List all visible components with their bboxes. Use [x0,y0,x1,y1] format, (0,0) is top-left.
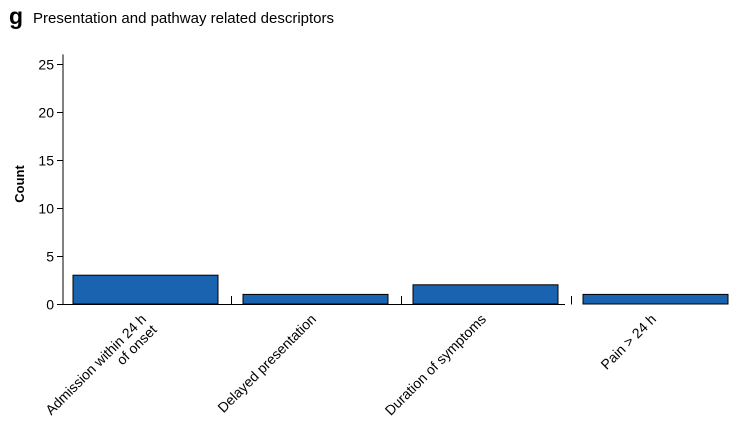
bar [582,293,729,305]
y-tick-label: 25 [38,57,54,73]
axes [57,54,572,305]
bar [72,274,219,305]
y-tick-label: 15 [38,153,54,169]
x-tick-labels: Admission within 24 hof onset Delayed pre… [42,311,659,422]
y-tick-label: 20 [38,105,54,121]
bar [242,293,389,305]
y-tick-label: 10 [38,201,54,217]
panel-letter: g [9,3,24,29]
x-tick-label: Duration of symptoms [382,311,490,419]
y-tick-label: 5 [46,249,54,265]
bar [412,284,559,305]
bars [72,274,729,305]
x-tick-label: Pain > 24 h [597,311,659,373]
y-tick-label: 0 [46,297,54,313]
chart-title: Presentation and pathway related descrip… [33,10,335,27]
x-tick-label: Admission within 24 hof onset [42,311,160,422]
x-tick-label: Delayed presentation [214,311,319,416]
y-tick-labels: 0 5 10 15 20 25 [38,57,54,313]
y-axis-title: Count [12,165,27,203]
